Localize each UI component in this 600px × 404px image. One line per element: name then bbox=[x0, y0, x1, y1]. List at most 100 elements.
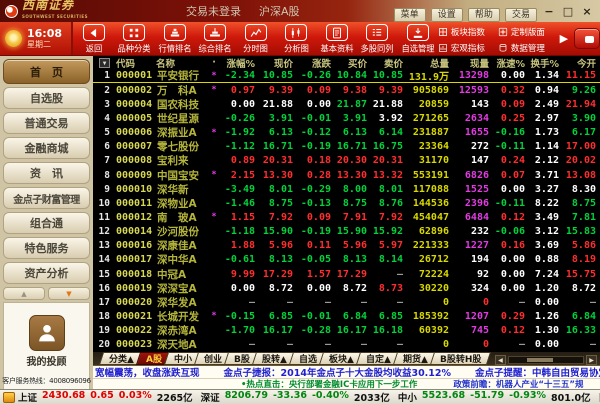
sidebar-scroll-up-button[interactable]: ▲ bbox=[3, 287, 45, 300]
toolbar-quick-data-manage[interactable]: 数据管理 bbox=[498, 40, 558, 56]
cell-speed: 0.00 bbox=[500, 183, 525, 195]
index-icon[interactable] bbox=[3, 391, 15, 403]
table-row[interactable]: 8 000009 中国宝安 * 2.15 13.30 0.28 13.30 13.32 55… bbox=[93, 168, 600, 182]
sidebar-item-资产分析[interactable]: 资产分析 bbox=[3, 262, 90, 284]
filter-dropdown-icon[interactable]: ▼ bbox=[99, 58, 110, 68]
titlebar-button-交易[interactable]: 交易 bbox=[504, 7, 537, 22]
toolbar-quick-macro-indicator[interactable]: 宏观指标 bbox=[438, 40, 498, 56]
cell-turnover: 8.22 bbox=[534, 197, 559, 209]
col-header-8[interactable]: 总量 bbox=[429, 58, 449, 70]
toolbar-quick-sector-index[interactable]: 板块指数 bbox=[438, 24, 498, 40]
cell-open: 3.90 bbox=[571, 112, 596, 124]
index-summary-中小[interactable]: 中小 5523.68 -51.79 -0.93% 801.0亿 bbox=[397, 390, 591, 404]
toolbar-button-info-doc[interactable]: 基本资料 bbox=[316, 24, 357, 55]
table-row[interactable]: 16 000019 深深宝A 0.00 8.72 0.00 8.72 8.73 30220… bbox=[93, 281, 600, 295]
info-doc-icon bbox=[325, 24, 348, 41]
cell-open: 17.00 bbox=[565, 141, 596, 153]
col-header-1[interactable]: 名称 bbox=[156, 58, 176, 70]
tab-scroll-track[interactable] bbox=[507, 355, 584, 364]
maximize-button[interactable]: □ bbox=[562, 4, 574, 18]
sidebar-item-首页[interactable]: 首 页 bbox=[3, 59, 90, 84]
sidebar-item-资讯[interactable]: 资 讯 bbox=[3, 162, 90, 184]
table-row[interactable]: 11 000012 南 玻A * 1.15 7.92 0.09 7.91 7.92 4540… bbox=[93, 210, 600, 224]
cell-change: -0.29 bbox=[300, 183, 331, 195]
col-header-4[interactable]: 现价 bbox=[273, 58, 293, 70]
index-summary-上证[interactable]: 上证 2430.68 0.65 0.03% 2265亿 bbox=[18, 390, 193, 404]
col-header-7[interactable]: 卖价 bbox=[383, 58, 403, 70]
news-ticker-main[interactable]: 宽幅震荡，收盘涨跌互现 金点子捷报：2014年金点子十大金股均收益30.12% 金点… bbox=[93, 365, 600, 378]
table-row[interactable]: 6 000007 零七股份 -1.12 16.71 -0.19 16.71 16.75 2… bbox=[93, 140, 600, 154]
col-header-3[interactable]: 涨幅% bbox=[226, 58, 255, 70]
table-row[interactable]: 4 000005 世纪星源 -0.26 3.91 -0.01 3.91 3.92 2712… bbox=[93, 111, 600, 125]
cell-bid: 6.84 bbox=[342, 310, 367, 322]
cell-price: 13.30 bbox=[262, 169, 293, 181]
news-ticker-secondary[interactable]: •热点直击：央行部署金融IC卡应用下一步工作 政策前瞻：机器人产业“十三五”规 bbox=[93, 378, 600, 389]
cell-change: -0.19 bbox=[300, 141, 331, 153]
cell-volume: 231887 bbox=[412, 127, 449, 139]
cell-index: 9 bbox=[104, 183, 110, 195]
table-row[interactable]: 19 000022 深赤湾A -1.70 16.17 -0.28 16.17 16.18… bbox=[93, 324, 600, 338]
table-row[interactable]: 10 000011 深物业A -1.46 8.75 -0.13 8.75 8.76 144… bbox=[93, 196, 600, 210]
cell-price: 10.85 bbox=[262, 70, 293, 82]
index-summary-深证[interactable]: 深证 8206.79 -33.36 -0.40% 2033亿 bbox=[200, 390, 390, 404]
table-row[interactable]: 18 000021 长城开发 * -0.15 6.85 -0.01 6.84 6.85 18… bbox=[93, 309, 600, 323]
table-row[interactable]: 1 000001 平安银行 * -2.34 10.85 -0.26 10.84 10.85… bbox=[93, 69, 600, 84]
sidebar-item-普通交易[interactable]: 普通交易 bbox=[3, 112, 90, 134]
sidebar-item-特色服务[interactable]: 特色服务 bbox=[3, 237, 90, 259]
sidebar-item-组合通[interactable]: 组合通 bbox=[3, 212, 90, 234]
sidebar: 首 页自选股 普通交易 金融商城资 讯金点子财富管理 组合通 特色服务 资产分析 ▲ ▼ … bbox=[0, 56, 93, 389]
cell-volume: 553191 bbox=[412, 169, 449, 181]
sidebar-item-金点子财富管理[interactable]: 金点子财富管理 bbox=[3, 187, 90, 209]
titlebar: 西南证券 SOUTHWEST SECURITIES 交易未登录 沪深A股 菜单 … bbox=[0, 0, 600, 22]
more-tools-arrow[interactable]: ▶ bbox=[559, 32, 569, 45]
table-row[interactable]: 5 000006 深振业A * -1.92 6.13 -0.12 6.13 6.14 231… bbox=[93, 126, 600, 140]
toolbar-button-category[interactable]: 品种分类 bbox=[114, 24, 155, 55]
col-header-9[interactable]: 现量 bbox=[469, 58, 489, 70]
table-row[interactable]: 14 000017 深中华A -0.61 8.13 -0.05 8.13 8.14 267… bbox=[93, 253, 600, 267]
macro-indicator-icon bbox=[438, 44, 447, 52]
watchlist-icon bbox=[413, 27, 422, 38]
table-row[interactable]: 13 000016 深康佳A 1.88 5.96 0.11 5.96 5.97 22133… bbox=[93, 239, 600, 253]
table-row[interactable]: 2 000002 万 科A * 0.97 9.39 0.09 9.38 9.39 90586… bbox=[93, 83, 600, 97]
toolbar-button-multi-stock[interactable]: 多股同列 bbox=[357, 24, 398, 55]
tab-scroll-left-button[interactable]: ◀ bbox=[494, 354, 506, 365]
toolbar-button-watchlist[interactable]: 自选管理 bbox=[397, 24, 438, 55]
table-row[interactable]: 9 000010 深华新 -3.49 8.01 -0.29 8.00 8.01 11708… bbox=[93, 182, 600, 196]
cell-index: 5 bbox=[104, 127, 110, 139]
col-header-0[interactable]: 代码 bbox=[116, 58, 136, 70]
col-header-12[interactable]: 今开 bbox=[576, 58, 596, 70]
quick-toggle-button[interactable] bbox=[573, 28, 600, 49]
cell-pct: 0.00 bbox=[230, 98, 255, 110]
toolbar-button-composite-rank[interactable]: 综合排名 bbox=[195, 24, 236, 55]
sidebar-scroll-down-button[interactable]: ▼ bbox=[48, 287, 90, 300]
cell-price: 7.92 bbox=[268, 211, 293, 223]
toolbar-button-time-chart[interactable]: 分时图 bbox=[235, 24, 276, 55]
sidebar-item-金融商城[interactable]: 金融商城 bbox=[3, 137, 90, 159]
my-advisor-icon[interactable] bbox=[28, 315, 65, 351]
minimize-button[interactable]: − bbox=[544, 4, 554, 18]
table-row[interactable]: 3 000004 国农科技 0.00 21.88 0.00 21.87 21.88 208… bbox=[93, 97, 600, 111]
col-header-5[interactable]: 涨跌 bbox=[311, 58, 331, 70]
tab-scroll-thumb[interactable] bbox=[526, 357, 553, 362]
toolbar-quick-custom-layout[interactable]: 定制版面 bbox=[498, 24, 558, 40]
table-row[interactable]: 17 000020 深华发A – – – – –0 0–0.00– bbox=[93, 295, 600, 309]
toolbar-button-back[interactable]: 返回 bbox=[73, 24, 114, 55]
col-header-11[interactable]: 换手% bbox=[530, 58, 559, 70]
titlebar-button-帮助[interactable]: 帮助 bbox=[467, 7, 500, 22]
table-row[interactable]: 7 000008 宝利来 0.89 20.31 0.18 20.30 20.31 3117… bbox=[93, 154, 600, 168]
col-header-10[interactable]: 涨速% bbox=[496, 58, 525, 70]
tab-scroll-right-button[interactable]: ▶ bbox=[586, 354, 597, 365]
table-row[interactable]: 12 000014 沙河股份 -1.18 15.90 -0.19 15.90 15.92… bbox=[93, 225, 600, 239]
col-header-2[interactable]: · bbox=[212, 57, 216, 68]
close-button[interactable]: × bbox=[582, 4, 592, 18]
titlebar-button-设置[interactable]: 设置 bbox=[430, 7, 463, 22]
cell-speed: 0.12 bbox=[500, 325, 525, 337]
toolbar-button-rank[interactable]: 行情排名 bbox=[154, 24, 195, 55]
col-header-6[interactable]: 买价 bbox=[347, 58, 367, 70]
table-row[interactable]: 15 000018 中冠A 9.99 17.29 1.57 17.29 – 72224 92… bbox=[93, 267, 600, 281]
titlebar-button-菜单[interactable]: 菜单 bbox=[393, 7, 426, 22]
market-tab-B股转H股[interactable]: B股转H股 bbox=[429, 352, 492, 365]
table-row[interactable]: 20 000023 深天地A – – – – –0 0–0.00– bbox=[93, 338, 600, 352]
toolbar-button-analysis-chart[interactable]: 分析图 bbox=[276, 24, 317, 55]
sidebar-item-自选股[interactable]: 自选股 bbox=[3, 87, 90, 109]
